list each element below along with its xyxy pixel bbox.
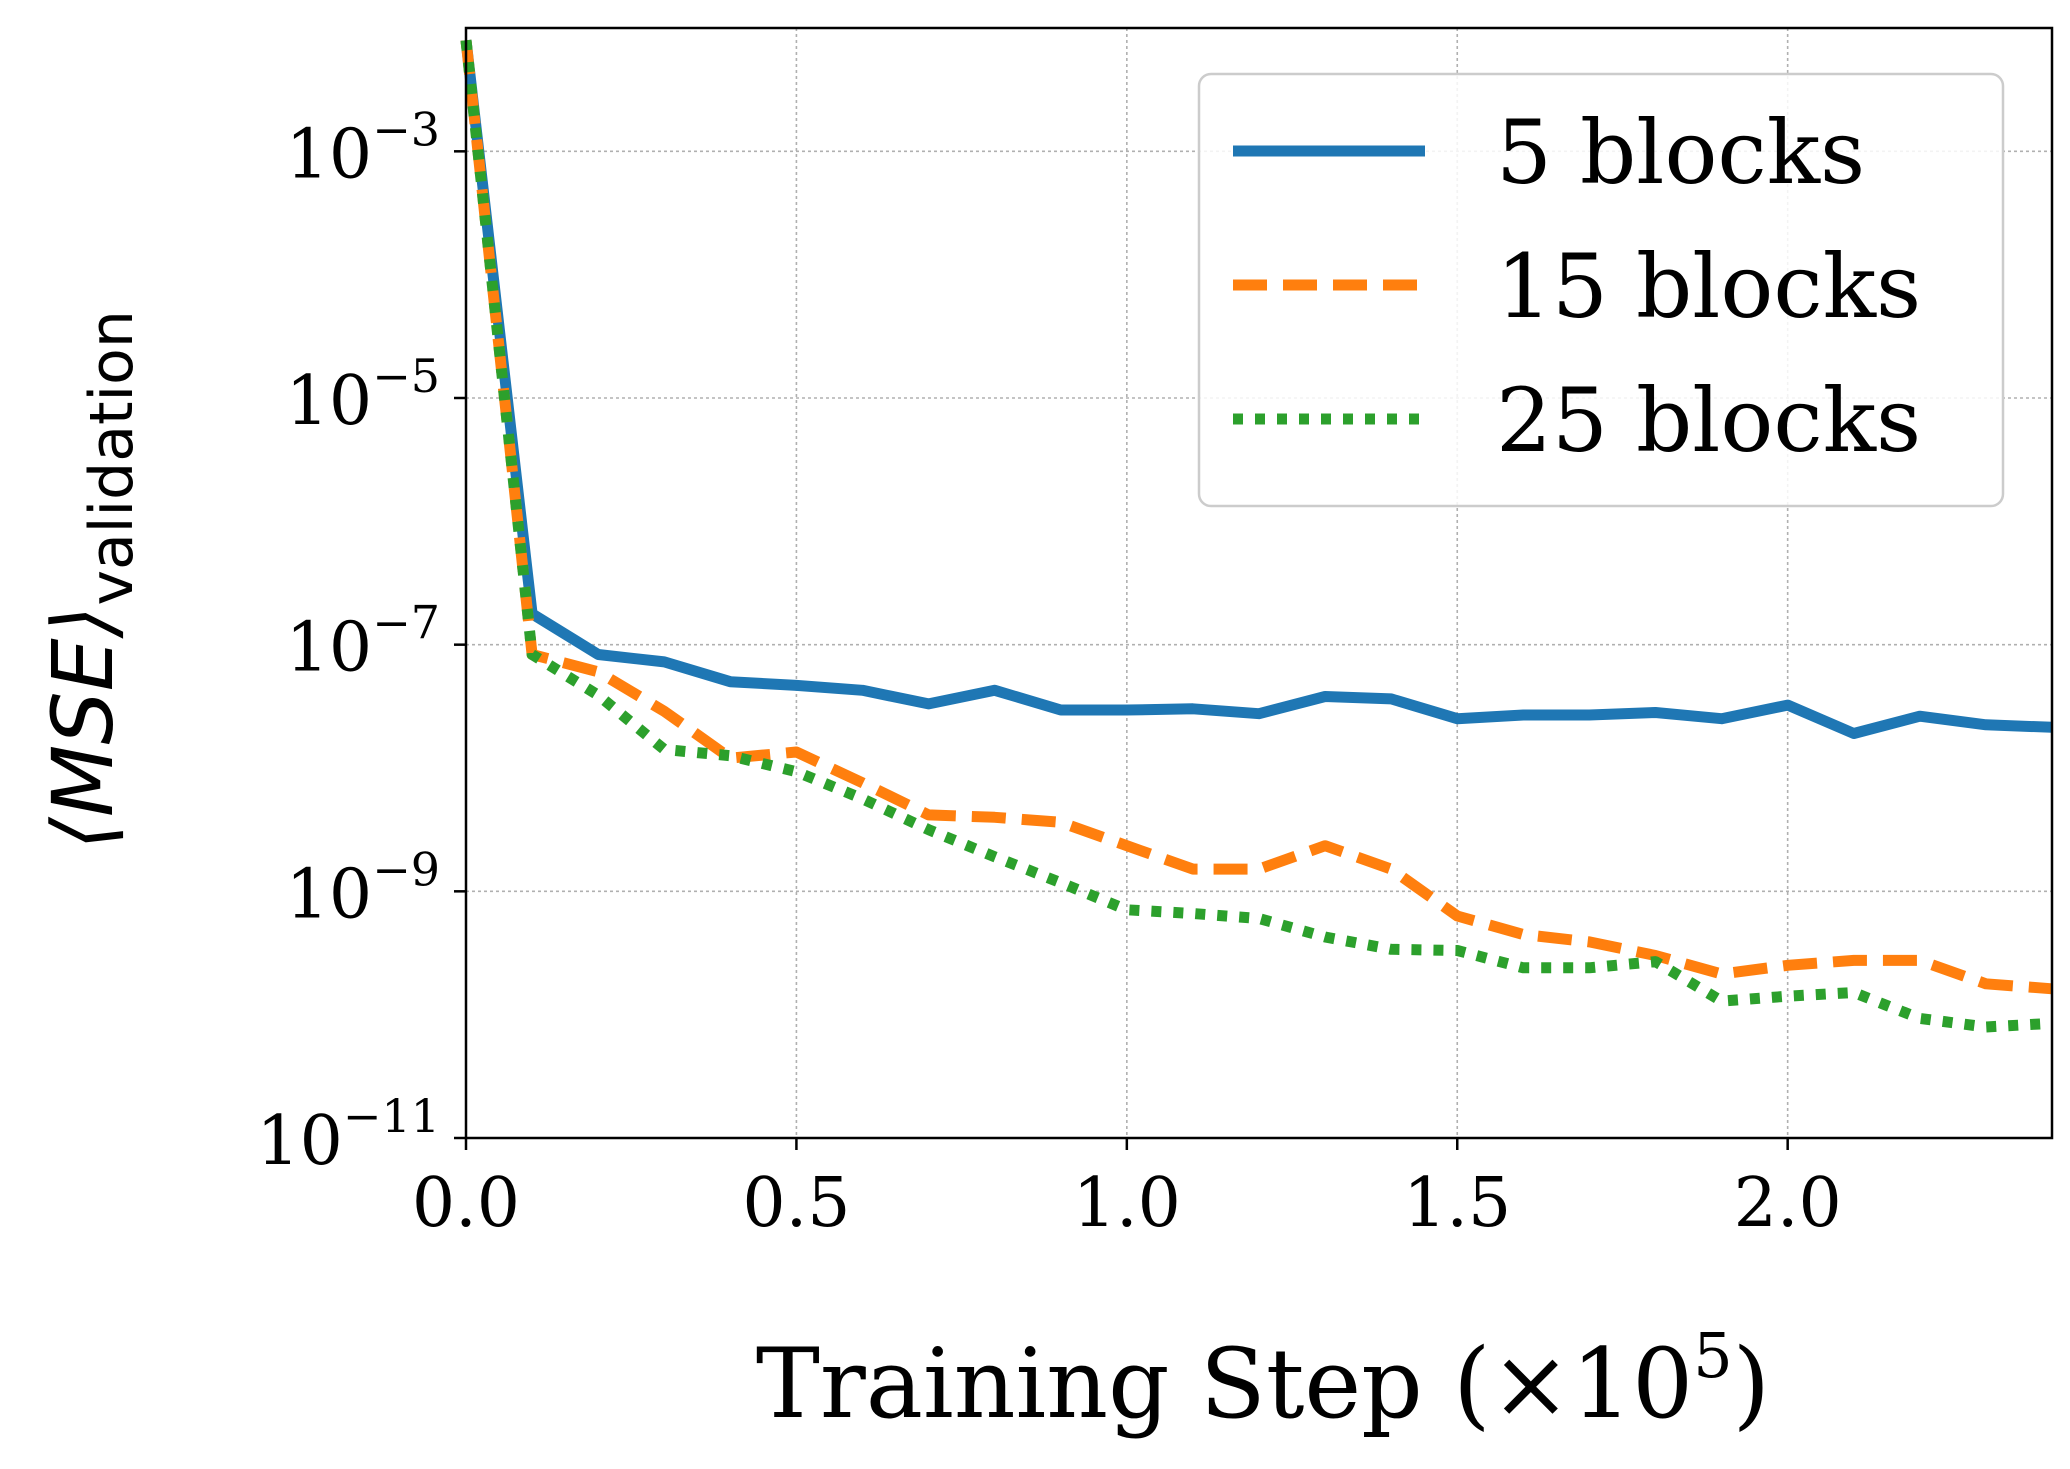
x-tick-label: 1.5 — [1403, 1164, 1511, 1243]
y-axis-label-subscript: validation — [77, 310, 147, 605]
y-tick-label: 10−9 — [286, 842, 440, 934]
y-tick-label: 10−7 — [286, 596, 440, 688]
axes — [454, 26, 2054, 1150]
y-tick-label: 10−11 — [256, 1089, 440, 1181]
plot-frame — [464, 26, 2054, 1140]
series-line-2 — [460, 39, 2053, 995]
x-tick-label: 1.0 — [1073, 1164, 1181, 1243]
y-tick-label: 10−5 — [286, 349, 440, 441]
legend: 5 blocks 15 blocks 25 blocks — [1197, 72, 2005, 508]
y-axis-label-main: ⟨MSE⟩ — [34, 605, 132, 849]
y-axis-label: ⟨MSE⟩validation — [34, 310, 147, 850]
legend-label-1: 5 blocks — [1496, 101, 1865, 204]
legend-box — [1197, 72, 2005, 508]
series-layer — [460, 39, 2053, 1033]
tick-labels: 0.0 0.5 1.0 1.5 2.0 10−3 10−5 10−7 10−9 10−11 — [256, 102, 1841, 1243]
x-tick-label: 0.5 — [742, 1164, 850, 1243]
x-axis-label-main: Training Step (×10 — [756, 1328, 1693, 1440]
x-axis-label-close: ) — [1733, 1328, 1770, 1440]
x-axis-label-exponent: 5 — [1693, 1319, 1732, 1392]
legend-label-3: 25 blocks — [1496, 369, 1921, 472]
x-tick-label: 0.0 — [412, 1164, 520, 1243]
legend-label-2: 15 blocks — [1496, 235, 1921, 338]
y-tick-label: 10−3 — [286, 102, 440, 194]
x-axis-label: Training Step (×105) — [756, 1319, 1770, 1440]
series-line-1 — [460, 39, 2053, 739]
x-tick-label: 2.0 — [1734, 1164, 1842, 1243]
